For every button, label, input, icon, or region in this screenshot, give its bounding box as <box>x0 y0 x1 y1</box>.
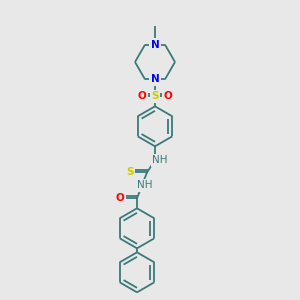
Text: O: O <box>138 91 146 101</box>
Text: N: N <box>151 40 159 50</box>
Text: NH: NH <box>152 155 168 165</box>
Text: O: O <box>164 91 172 101</box>
Text: S: S <box>126 167 134 177</box>
Text: NH: NH <box>137 180 153 190</box>
Text: S: S <box>151 91 159 101</box>
Text: O: O <box>116 193 124 203</box>
Text: N: N <box>151 74 159 84</box>
